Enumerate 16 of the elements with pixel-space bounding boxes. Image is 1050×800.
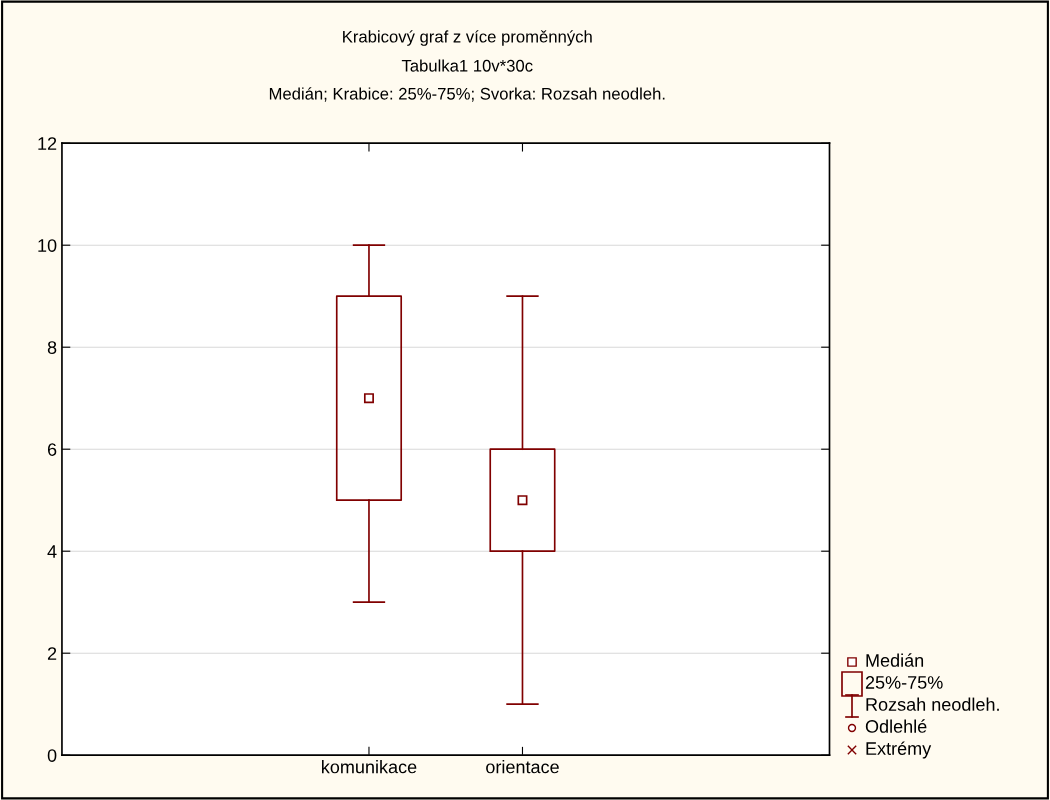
x-tick-label: komunikace: [322, 760, 417, 774]
y-tick-label: 4: [47, 545, 57, 558]
chart-subtitle: Tabulka1 10v*30c Medián; Krabice: 25%-75%; Svorka: Rozsah neodleh.: [269, 59, 665, 102]
y-tick-label: 12: [38, 137, 57, 150]
x-tick-label: orientace: [486, 760, 559, 774]
y-tick-label: 2: [47, 647, 57, 660]
y-tick-label: 0: [47, 749, 57, 762]
y-tick-label: 10: [38, 239, 57, 252]
text: 25%-75%: [865, 676, 943, 689]
text: Rozsah neodleh.: [866, 697, 999, 711]
text: Extrémy: [866, 741, 932, 759]
text: Odlehlé: [865, 719, 927, 733]
text: Medián: [866, 653, 924, 667]
y-tick-label: 6: [47, 443, 57, 456]
y-tick-label: 8: [47, 341, 57, 354]
chart-title: Krabicový graf z více proměnných: [343, 30, 592, 46]
